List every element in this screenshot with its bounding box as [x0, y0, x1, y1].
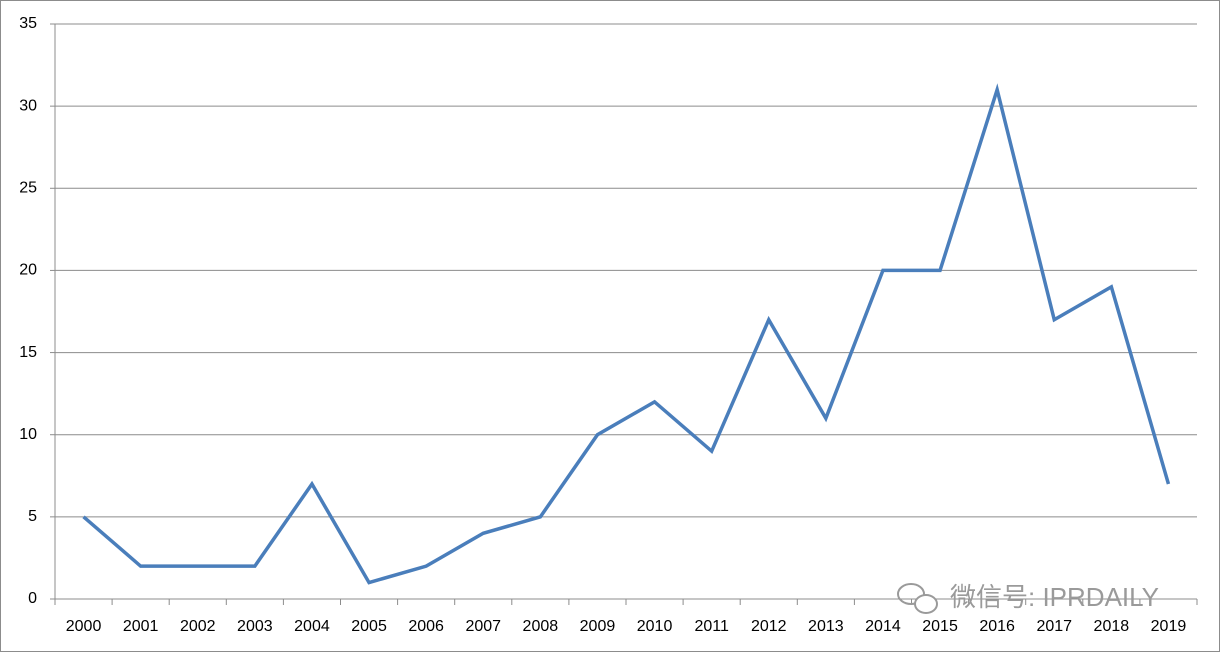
- x-tick-label: 2006: [408, 618, 444, 635]
- x-tick-label: 2016: [979, 618, 1015, 635]
- y-tick-label: 25: [19, 180, 37, 197]
- x-tick-label: 2014: [865, 618, 901, 635]
- watermark: 微信号: IPRDAILY: [950, 582, 1159, 612]
- x-tick-label: 2007: [465, 618, 501, 635]
- y-tick-label: 20: [19, 262, 37, 279]
- x-tick-label: 2015: [922, 618, 958, 635]
- y-tick-label: 15: [19, 344, 37, 361]
- x-tick-label: 2000: [66, 618, 102, 635]
- x-tick-label: 2002: [180, 618, 216, 635]
- y-tick-label: 5: [28, 508, 37, 525]
- y-tick-label: 0: [28, 590, 37, 607]
- x-tick-label: 2018: [1094, 618, 1130, 635]
- x-tick-label: 2013: [808, 618, 844, 635]
- x-tick-label: 2008: [523, 618, 559, 635]
- data-line: [82, 83, 1171, 585]
- x-tick-label: 2012: [751, 618, 787, 635]
- x-tick-label: 2001: [123, 618, 159, 635]
- wechat-icon: [897, 583, 938, 614]
- x-tick-label: 2009: [580, 618, 616, 635]
- x-tick-label: 2004: [294, 618, 330, 635]
- x-tick-label: 2011: [694, 618, 729, 635]
- y-tick-label: 30: [19, 97, 37, 114]
- x-tick-label: 2010: [637, 618, 673, 635]
- y-tick-label: 10: [19, 426, 37, 443]
- x-tick-label: 2003: [237, 618, 273, 635]
- y-tick-label: 35: [19, 15, 37, 32]
- x-tick-label: 2017: [1036, 618, 1072, 635]
- x-tick-label: 2005: [351, 618, 387, 635]
- x-tick-label: 2019: [1151, 618, 1187, 635]
